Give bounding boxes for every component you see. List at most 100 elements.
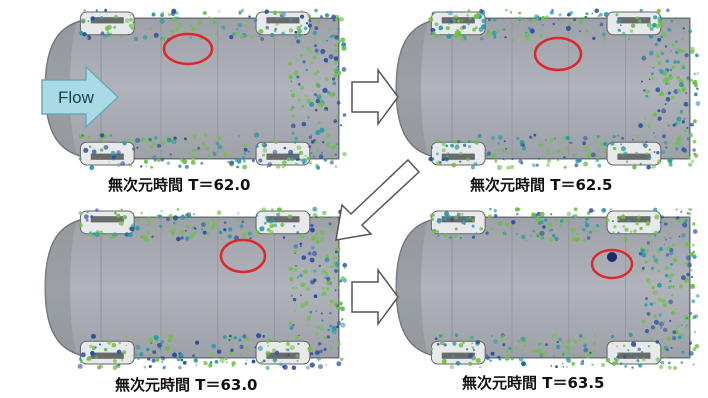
vortex-speck (542, 225, 546, 229)
panel-t62-0: Flow 無次元時間 T＝62.0 (41, 8, 347, 194)
vortex-speck (497, 355, 501, 359)
vortex-speck (428, 156, 433, 162)
vortex-speck (671, 65, 676, 70)
vortex-speck (329, 346, 333, 349)
vortex-speck (172, 215, 179, 221)
vortex-speck (152, 155, 157, 160)
vortex-speck (618, 215, 621, 218)
vortex-speck (130, 26, 134, 30)
vortex-speck (663, 222, 667, 226)
vortex-speck (244, 362, 248, 365)
vortex-speck (430, 347, 433, 351)
vortex-speck (641, 269, 644, 273)
vortex-speck (241, 156, 246, 161)
vortex-speck (159, 347, 162, 350)
vortex-speck (329, 35, 333, 39)
vortex-speck (334, 165, 338, 168)
vortex-speck (235, 30, 240, 35)
vortex-speck (686, 272, 690, 277)
vortex-speck (684, 152, 688, 155)
vortex-speck (653, 314, 657, 318)
vortex-speck (333, 302, 338, 307)
vortex-speck (520, 161, 524, 165)
vortex-speck (486, 30, 492, 36)
vortex-speck (299, 245, 302, 248)
vortex-speck (541, 16, 545, 20)
vortex-speck (511, 38, 516, 42)
vortex-speck (301, 46, 304, 49)
vortex-speck (329, 264, 334, 269)
vortex-speck (294, 335, 299, 339)
vortex-speck (496, 342, 499, 344)
vortex-speck (479, 227, 484, 231)
vortex-speck (203, 133, 208, 138)
vortex-speck (301, 255, 307, 260)
vortex-speck (685, 323, 689, 327)
vortex-speck (529, 135, 533, 139)
vortex-speck (570, 142, 573, 144)
vortex-speck (141, 137, 145, 141)
vortex-speck (638, 123, 643, 128)
vortex-speck (649, 338, 653, 341)
vortex-speck (694, 254, 696, 257)
vortex-speck (80, 352, 86, 358)
vortex-speck (171, 30, 175, 35)
vortex-speck (282, 160, 287, 165)
vortex-speck (292, 323, 295, 327)
vortex-speck (508, 346, 512, 350)
vortex-speck (630, 11, 633, 14)
vortex-speck (315, 215, 318, 218)
vortex-speck (678, 284, 683, 289)
vortex-speck (325, 15, 328, 18)
panel-t62-5: 無次元時間 T＝62.5 (395, 8, 701, 194)
vortex-speck (506, 165, 511, 170)
vortex-speck (528, 17, 533, 21)
vortex-speck (658, 313, 662, 317)
vortex-speck (307, 101, 311, 105)
vortex-speck (659, 365, 664, 369)
vortex-speck (574, 163, 579, 168)
vortex-speck (293, 309, 296, 312)
vortex-speck (284, 164, 287, 167)
vortex-speck (315, 309, 318, 312)
sequence-arrow-1-to-2 (351, 67, 399, 127)
vortex-speck (301, 158, 307, 164)
vortex-speck (232, 32, 236, 36)
vortex-speck (298, 334, 300, 337)
vortex-speck (670, 95, 676, 100)
vortex-speck (136, 356, 141, 360)
vortex-speck (262, 153, 266, 157)
vortex-speck (692, 119, 697, 124)
vortex-speck (215, 141, 220, 146)
vortex-speck (643, 143, 648, 149)
vortex-speck (343, 267, 346, 270)
vortex-speck (449, 19, 454, 24)
vortex-speck (560, 21, 563, 24)
vortex-speck (461, 219, 467, 225)
vortex-speck (289, 108, 293, 111)
vortex-speck (300, 282, 306, 287)
vortex-speck (261, 142, 265, 147)
vortex-speck (244, 231, 249, 236)
vortex-speck (333, 119, 338, 124)
vortex-speck (646, 22, 652, 28)
vortex-speck (286, 157, 291, 162)
vortex-speck (173, 136, 177, 140)
vortex-speck (111, 155, 116, 160)
vortex-speck (335, 114, 339, 118)
vortex-speck (644, 249, 649, 253)
vortex-speck (230, 336, 233, 340)
vortex-speck (521, 146, 527, 151)
vortex-speck (228, 227, 233, 232)
vortex-speck (653, 234, 657, 237)
vortex-speck (591, 12, 594, 15)
vortex-speck (202, 230, 207, 235)
vortex-speck (192, 354, 196, 358)
flow-arrow: Flow (41, 65, 120, 129)
vortex-speck (585, 153, 591, 158)
vortex-speck (452, 341, 457, 346)
vortex-speck (315, 83, 320, 88)
vortex-speck (306, 46, 311, 52)
vortex-speck (319, 15, 323, 19)
caption-1: 無次元時間 T＝62.0 (108, 176, 250, 194)
